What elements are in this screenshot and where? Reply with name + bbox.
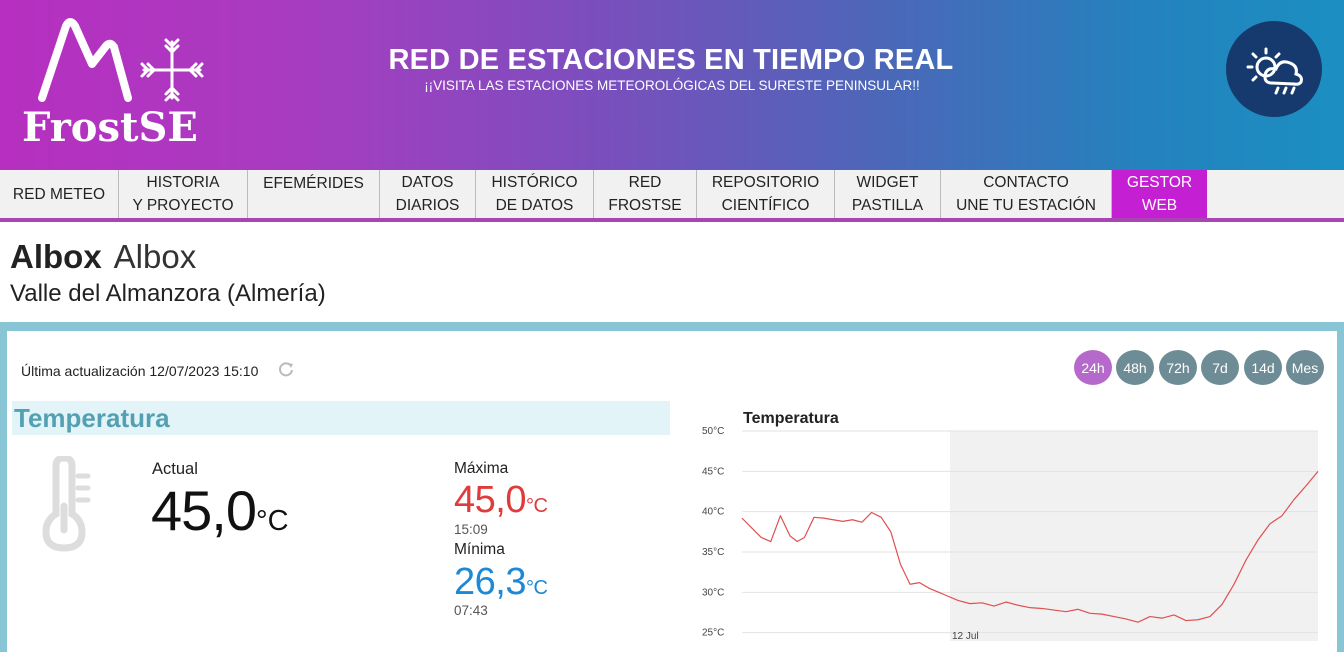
nav-item-red-meteo[interactable]: RED METEO — [0, 170, 119, 218]
chart-x-tick-label: 12 Jul — [952, 631, 979, 641]
min-temp-label: Mínima — [454, 541, 505, 558]
thermometer-icon — [42, 456, 91, 552]
nav-item-historico[interactable]: HISTÓRICO DE DATOS — [476, 170, 594, 218]
chart-y-tick-label: 30°C — [702, 587, 724, 598]
max-temp-value: 45,0 — [454, 479, 526, 521]
range-button-48h[interactable]: 48h — [1116, 350, 1154, 385]
nav-item-widget[interactable]: WIDGET PASTILLA — [835, 170, 941, 218]
header-title-text: RED DE ESTACIONES EN TIEMPO REAL — [388, 44, 954, 76]
chart-y-tick-label: 45°C — [702, 466, 724, 477]
weather-badge[interactable] — [1226, 21, 1322, 117]
nav-item-historia[interactable]: HISTORIA Y PROYECTO — [119, 170, 248, 218]
nav-item-repositorio[interactable]: REPOSITORIO CIENTÍFICO — [697, 170, 835, 218]
chart-day-band — [950, 431, 1318, 641]
temperature-section-bar — [12, 401, 670, 435]
chart-y-tick-label: 50°C — [702, 426, 724, 437]
nav-item-datos-diarios[interactable]: DATOS DIARIOS — [380, 170, 476, 218]
max-temp-time: 15:09 — [454, 522, 488, 537]
nav-item-red-frostse[interactable]: RED FROSTSE — [594, 170, 697, 218]
min-temp-unit: °C — [525, 577, 548, 599]
station-name: Albox — [10, 238, 102, 275]
range-button-24h[interactable]: 24h — [1074, 350, 1112, 385]
temperature-chart[interactable]: Temperatura50°C45°C40°C35°C30°C25°C20°C1… — [690, 400, 1330, 641]
nav-item-efemerides[interactable]: EFEMÉRIDES — [248, 170, 380, 218]
chart-series-line — [741, 470, 1319, 623]
range-button-7d[interactable]: 7d — [1201, 350, 1239, 385]
page-header-subtitle: ¡¡VISITA LAS ESTACIONES METEOROLÓGICAS D… — [424, 78, 920, 93]
min-temp-value: 26,3 — [454, 561, 526, 603]
range-button-72h[interactable]: 72h — [1159, 350, 1197, 385]
min-temp-time: 07:43 — [454, 603, 488, 618]
current-temp-value-wrap: 45,0°C — [151, 478, 289, 543]
station-alt-name: Albox — [113, 238, 197, 275]
min-temp-value-wrap: 26,3°C — [454, 561, 548, 604]
max-temp-value-wrap: 45,0°C — [454, 479, 548, 522]
current-temp-label: Actual — [152, 460, 198, 478]
station-title: Albox Albox — [10, 238, 196, 276]
refresh-icon[interactable] — [277, 360, 295, 378]
chart-y-tick-label: 35°C — [702, 547, 724, 558]
frostse-logo-icon[interactable] — [20, 16, 220, 156]
nav-item-contacto[interactable]: CONTACTO UNE TU ESTACIÓN — [941, 170, 1112, 218]
max-temp-label: Máxima — [454, 460, 509, 477]
temperature-section-title: Temperatura — [14, 403, 170, 433]
range-button-mes[interactable]: Mes — [1286, 350, 1324, 385]
chart-y-tick-label: 25°C — [702, 628, 724, 639]
page-header-title: RED DE ESTACIONES EN TIEMPO REAL — [0, 44, 1344, 77]
range-button-14d[interactable]: 14d — [1244, 350, 1282, 385]
nav-item-gestor-web[interactable]: GESTOR WEB — [1112, 170, 1207, 218]
max-temp-unit: °C — [525, 495, 548, 517]
logo-wordmark[interactable]: FrostSE — [22, 104, 198, 151]
main-nav: RED METEO HISTORIA Y PROYECTO EFEMÉRIDES… — [0, 170, 1344, 222]
site-header: FrostSE RED DE ESTACIONES EN TIEMPO REAL… — [0, 0, 1344, 170]
last-update-label: Última actualización 12/07/2023 15:10 — [21, 363, 259, 379]
current-temp-unit: °C — [256, 505, 289, 537]
chart-y-tick-label: 40°C — [702, 507, 724, 518]
station-region: Valle del Almanzora (Almería) — [10, 280, 326, 307]
chart-title: Temperatura — [743, 410, 839, 427]
sun-cloud-rain-icon — [1246, 47, 1303, 95]
current-temp-value: 45,0 — [151, 479, 257, 542]
